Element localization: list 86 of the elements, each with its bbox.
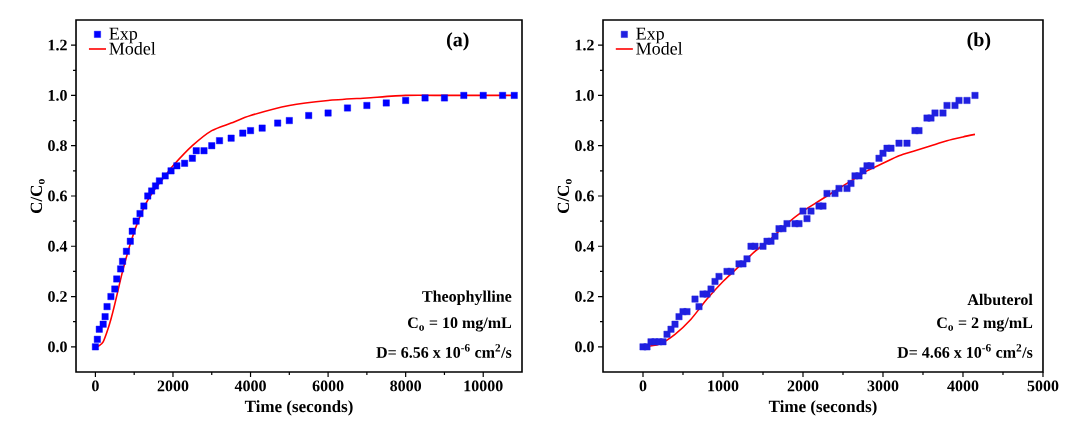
y-tick-label: 1.0 — [575, 90, 594, 101]
y-tick-label: 1.2 — [48, 39, 67, 51]
legend-label: Model — [109, 41, 156, 55]
point — [274, 119, 282, 127]
point — [167, 167, 175, 175]
point — [161, 172, 169, 180]
y-tick-label: 0.4 — [48, 240, 68, 252]
y-tick-label: 0.8 — [575, 140, 594, 152]
x-tick-label: 5000 — [1027, 380, 1059, 392]
x-tick-label: 0 — [639, 380, 647, 392]
point — [510, 92, 518, 99]
y-tick-label: 0.2 — [48, 291, 67, 302]
point — [200, 147, 208, 155]
x-tick-label: 2000 — [157, 380, 189, 392]
point — [92, 343, 99, 351]
y-tick-label: 0.6 — [48, 190, 68, 202]
point — [188, 154, 196, 162]
legend-label: Model — [636, 41, 683, 55]
point — [305, 112, 313, 119]
point — [421, 94, 429, 102]
point — [382, 99, 390, 107]
y-tick-label: 0.8 — [48, 140, 67, 152]
point — [111, 285, 119, 293]
point — [156, 177, 163, 185]
point — [479, 92, 487, 99]
annotation: (a) — [446, 32, 469, 51]
point — [113, 275, 121, 283]
point — [239, 129, 247, 137]
y-tick-label: 0.0 — [48, 341, 67, 353]
point — [93, 335, 101, 343]
point — [208, 142, 216, 150]
point — [173, 162, 181, 170]
point — [140, 202, 148, 210]
point — [285, 117, 293, 124]
point — [128, 227, 136, 235]
point — [402, 97, 410, 104]
point — [107, 293, 115, 300]
point — [117, 265, 125, 273]
x-tick-label: 3000 — [867, 380, 899, 392]
x-axis-title: Time (seconds) — [768, 400, 877, 416]
point — [101, 313, 109, 321]
x-tick-label: 4000 — [947, 380, 979, 392]
point — [363, 102, 371, 109]
y-tick-label: 1.0 — [48, 90, 67, 101]
point — [192, 147, 200, 155]
y-tick-label: 0.6 — [575, 190, 594, 202]
x-tick-label: 4000 — [234, 380, 266, 392]
y-axis-title: C/C$_{o}$ — [557, 179, 572, 214]
annotation: Theophylline — [422, 290, 512, 306]
annotation: Albuterol — [967, 293, 1033, 306]
x-tick-label: 10000 — [464, 380, 503, 392]
point — [344, 104, 351, 112]
legend-label: Exp — [636, 27, 664, 44]
y-tick-label: 0.2 — [575, 291, 594, 302]
x-tick-label: 8000 — [390, 380, 422, 392]
annotation: D= 4.66 x 10$^{-6}$ cm$^{2}$/s — [897, 343, 1033, 358]
point — [441, 94, 448, 102]
point — [123, 247, 130, 255]
y-tick-label: 0.4 — [575, 240, 595, 252]
point — [324, 109, 332, 117]
point — [460, 92, 468, 99]
point — [132, 217, 140, 225]
y-tick-label: 1.2 — [575, 39, 594, 51]
point — [99, 320, 107, 328]
annotation: D= 6.56 x 10$^{-6}$ cm$^{2}$/s — [376, 343, 512, 358]
point — [499, 92, 507, 99]
annotation: (b) — [967, 32, 991, 51]
point — [227, 134, 235, 142]
point — [103, 303, 111, 311]
y-axis-title: C/C$_{o}$ — [30, 179, 45, 214]
legend-label: Exp — [109, 27, 138, 44]
annotation: C$_{o}$ = 10 mg/mL — [408, 317, 512, 332]
x-tick-label: 1000 — [708, 380, 739, 392]
annotation: C$_{o}$ = 2 mg/mL — [937, 317, 1033, 332]
x-tick-label: 6000 — [312, 380, 344, 392]
x-tick-label: 0 — [92, 380, 99, 392]
point — [126, 237, 134, 245]
x-axis-title: Time (seconds) — [244, 400, 353, 416]
x-tick-label: 2000 — [787, 380, 819, 392]
point — [258, 124, 266, 132]
point — [119, 257, 126, 265]
point — [136, 210, 144, 217]
y-tick-label: 0.0 — [575, 341, 594, 353]
point — [181, 159, 188, 167]
point — [247, 127, 254, 135]
point — [216, 137, 223, 145]
